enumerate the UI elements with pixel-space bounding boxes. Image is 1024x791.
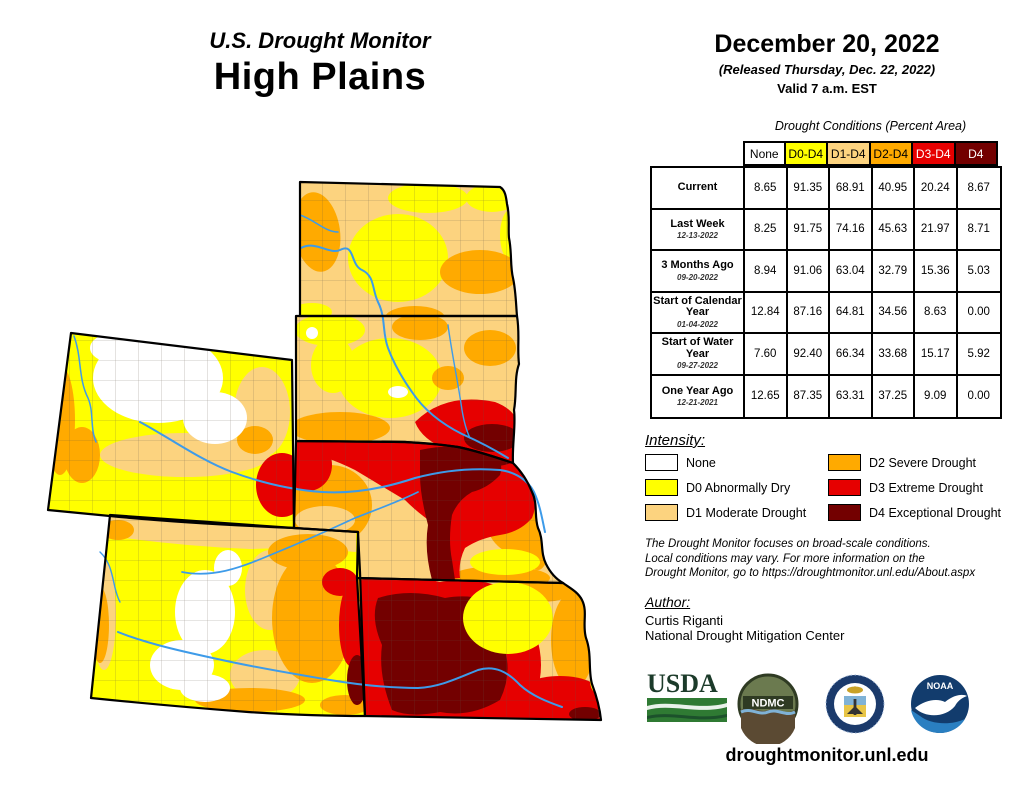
table-cell: 37.25 [873,375,915,417]
table-cell: 91.06 [787,251,830,293]
state-kansas [357,578,601,720]
table-cell: 74.16 [830,209,873,251]
table-cell: 5.03 [957,251,1000,293]
row-label: One Year Ago 12-21-2021 [652,375,745,417]
ndmc-logo: NDMC [737,673,799,744]
row-label: Start of Water Year 09-27-2022 [652,334,745,376]
map-date: December 20, 2022 [714,30,940,58]
table-cell: 40.95 [872,168,915,210]
table-cell: 91.35 [787,168,830,210]
table-cell: 32.79 [872,251,915,293]
d1-swatch [645,504,678,521]
row-label: Current [652,168,745,210]
table-header: None D0-D4 D1-D4 D2-D4 D3-D4 D4 [743,141,998,166]
legend-item-d0: D0 Abnormally Dry [645,479,790,496]
col-none: None [743,141,786,166]
author-name: Curtis Riganti [645,613,724,628]
table-cell: 63.04 [830,251,873,293]
state-colorado [91,515,365,716]
drought-table: Current 8.65 91.35 68.91 40.95 20.24 8.6… [650,166,1002,419]
col-d4: D4 [955,141,998,166]
agency-logos: USDA NDMC NOAA [647,669,969,744]
drought-map [46,180,603,722]
droughtmonitor-url: droughtmonitor.unl.edu [725,745,929,765]
region-title: High Plains [213,56,427,98]
table-cell: 7.60 [745,334,788,376]
table-cell: 64.81 [830,292,873,334]
table-cell: 8.25 [745,209,788,251]
state-wyoming [48,333,294,528]
svg-text:NOAA: NOAA [927,681,954,691]
author-org: National Drought Mitigation Center [645,628,845,643]
table-caption: Drought Conditions (Percent Area) [774,119,967,133]
table-cell: 15.36 [915,251,958,293]
d4-swatch [828,504,861,521]
valid-time: Valid 7 a.m. EST [777,81,877,96]
report-title: U.S. Drought Monitor [209,28,431,53]
table-cell: 34.56 [872,292,915,334]
d2-swatch [828,454,861,471]
legend-heading: Intensity: [645,432,706,449]
col-d1-d4: D1-D4 [828,141,871,166]
table-cell: 92.40 [787,334,830,376]
disclaimer-line: Local conditions may vary. For more info… [645,552,925,565]
d0-swatch [645,479,678,496]
state-borders [46,180,603,722]
table-cell: 45.63 [872,209,915,251]
table-cell: 0.00 [967,390,990,403]
table-cell: 21.97 [915,209,958,251]
table-cell: 8.94 [745,251,788,293]
legend-item-d1: D1 Moderate Drought [645,504,806,521]
table-cell: 12.65 [745,375,788,417]
table-cell: 0.00 [957,293,1000,334]
disclaimer-line: The Drought Monitor focuses on broad-sca… [645,538,931,550]
table-cell: 87.35 [788,375,830,417]
legend-item-d4: D4 Exceptional Drought [828,504,1001,521]
state-north-dakota [300,182,517,316]
table-cell: 12.84 [745,292,788,334]
table-cell: 66.34 [830,334,873,376]
col-d2-d4: D2-D4 [870,141,913,166]
none-swatch [645,454,678,471]
table-cell: 5.92 [957,334,1000,376]
table-cell: 8.71 [957,210,1000,251]
author-heading: Author: [645,594,691,610]
legend-item-none: None [645,454,716,471]
legend-item-d2: D2 Severe Drought [828,454,976,471]
row-label: Last Week 12-13-2022 [652,209,745,251]
release-date: (Released Thursday, Dec. 22, 2022) [718,62,936,77]
usda-logo: USDA [647,669,727,722]
table-cell: 20.24 [915,168,958,210]
table-cell: 63.31 [830,375,873,417]
svg-text:USDA: USDA [647,669,718,698]
svg-text:NDMC: NDMC [752,698,785,710]
table-cell: 68.91 [830,168,873,210]
row-label: Start of Calendar Year 01-04-2022 [652,292,745,334]
table-cell: 87.16 [787,292,830,334]
noaa-logo: NOAA [911,675,969,734]
col-d3-d4: D3-D4 [913,141,956,166]
row-label: 3 Months Ago 09-20-2022 [652,251,745,293]
table-cell: 33.68 [872,334,915,376]
col-d0-d4: D0-D4 [785,141,828,166]
table-cell: 8.63 [915,292,958,334]
disclaimer-line: Drought Monitor, go to https://droughtmo… [645,567,976,579]
state-south-dakota [296,316,519,463]
disclaimer: The Drought Monitor focuses on broad-sca… [645,537,1020,581]
table-cell: 91.75 [787,209,830,251]
d3-swatch [828,479,861,496]
table-cell: 9.09 [915,375,958,417]
table-cell: 8.65 [745,168,788,210]
table-cell: 8.67 [957,168,1000,210]
commerce-seal-logo [825,674,885,734]
rivers [73,214,563,708]
legend-item-d3: D3 Extreme Drought [828,479,983,496]
table-cell: 15.17 [915,334,958,376]
